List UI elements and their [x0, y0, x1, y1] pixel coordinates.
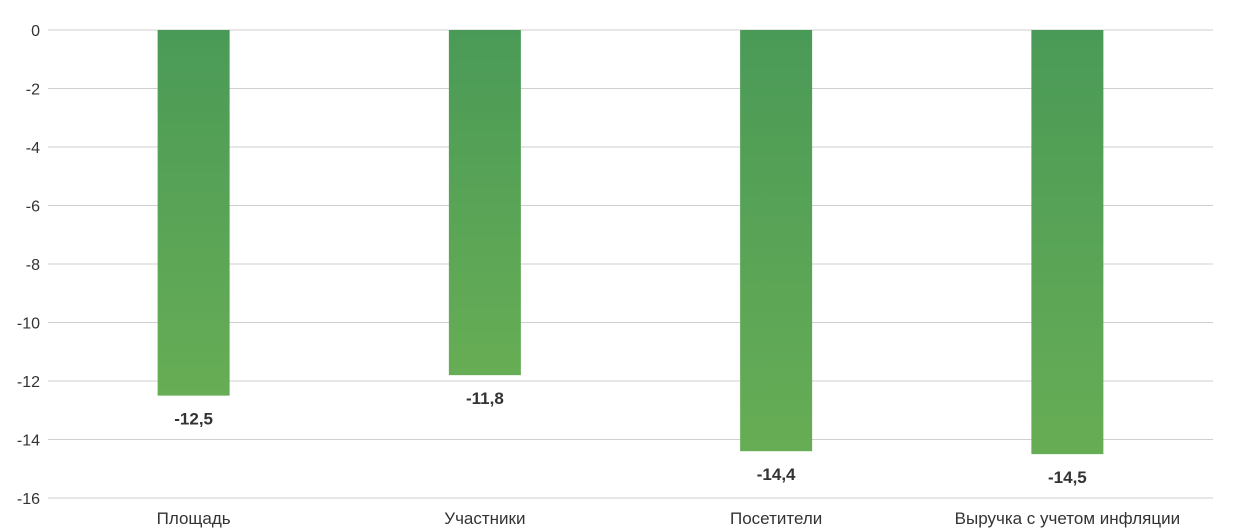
- y-tick-label: -2: [26, 82, 40, 99]
- category-label: Выручка с учетом инфляции: [955, 509, 1180, 528]
- data-label: -11,8: [466, 389, 504, 408]
- data-label: -14,4: [757, 465, 796, 484]
- bar: [1031, 30, 1104, 455]
- y-tick-label: -6: [26, 199, 40, 216]
- y-tick-label: -8: [26, 257, 40, 274]
- y-tick-label: -10: [17, 316, 40, 333]
- bar: [157, 30, 230, 396]
- category-label: Площадь: [157, 509, 231, 528]
- data-labels: -12,5 -11,8 -14,4 -14,5: [174, 389, 1087, 487]
- y-tick-label: -14: [17, 433, 40, 450]
- y-tick-label: -12: [17, 374, 40, 391]
- y-tick-label: 0: [31, 23, 40, 40]
- gridlines: [48, 29, 1213, 499]
- y-tick-label: -4: [26, 140, 40, 157]
- data-label: -14,5: [1048, 468, 1087, 487]
- x-axis-categories: Площадь Участники Посетители Выручка с учет…: [157, 509, 1180, 528]
- category-label: Посетители: [730, 509, 822, 528]
- data-label: -12,5: [174, 410, 213, 429]
- bar: [740, 30, 813, 452]
- y-axis-ticks: 0 -2 -4 -6 -8 -10 -12 -14 -16: [17, 23, 40, 508]
- bar: [448, 30, 521, 376]
- y-tick-label: -16: [17, 491, 40, 508]
- bars: [157, 30, 1104, 455]
- category-label: Участники: [444, 509, 525, 528]
